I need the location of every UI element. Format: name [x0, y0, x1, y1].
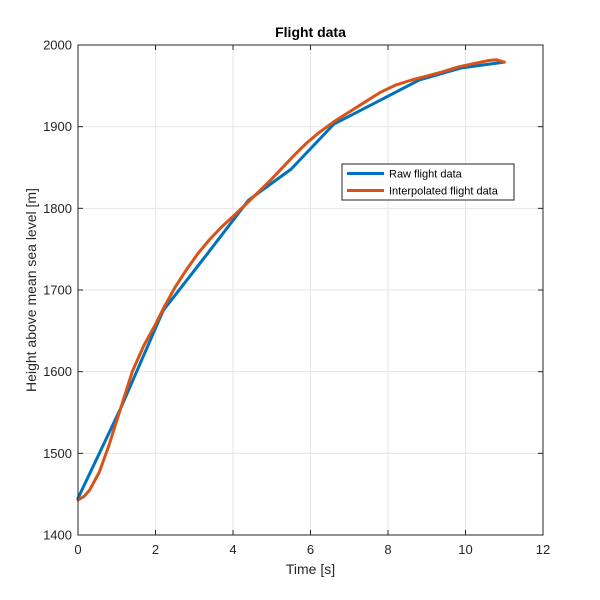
- y-tick-label: 1500: [43, 446, 72, 461]
- x-tick-label: 4: [229, 542, 236, 557]
- ticks: [77, 44, 544, 536]
- y-tick-label: 2000: [43, 38, 72, 53]
- legend-label-interpolated: Interpolated flight data: [389, 186, 499, 198]
- x-tick-label: 2: [152, 542, 159, 557]
- x-tick-label: 0: [74, 542, 81, 557]
- raw-flight-data-line: [76, 60, 506, 500]
- tick-labels: 0 2 4 6 8 10 12 1400 1500 1600 1700 1800 1900 2000: [43, 38, 550, 558]
- legend: Raw flight data Interpolated flight data: [341, 163, 515, 201]
- series-layer: [76, 58, 506, 502]
- y-tick-label: 1800: [43, 201, 72, 216]
- y-axis-title: Height above mean sea level [m]: [23, 188, 39, 392]
- y-tick-label: 1600: [43, 364, 72, 379]
- x-tick-label: 8: [384, 542, 391, 557]
- x-tick-label: 12: [536, 542, 550, 557]
- y-tick-label: 1400: [43, 528, 72, 543]
- x-axis-title: Time [s]: [286, 561, 335, 577]
- legend-box: [341, 163, 515, 201]
- y-tick-label: 1700: [43, 283, 72, 298]
- chart-title: Flight data: [275, 24, 346, 40]
- y-tick-label: 1900: [43, 119, 72, 134]
- x-tick-label: 10: [458, 542, 472, 557]
- legend-label-raw: Raw flight data: [389, 169, 463, 181]
- grid: [78, 45, 543, 535]
- x-tick-label: 6: [307, 542, 314, 557]
- interpolated-flight-data-line: [76, 58, 506, 502]
